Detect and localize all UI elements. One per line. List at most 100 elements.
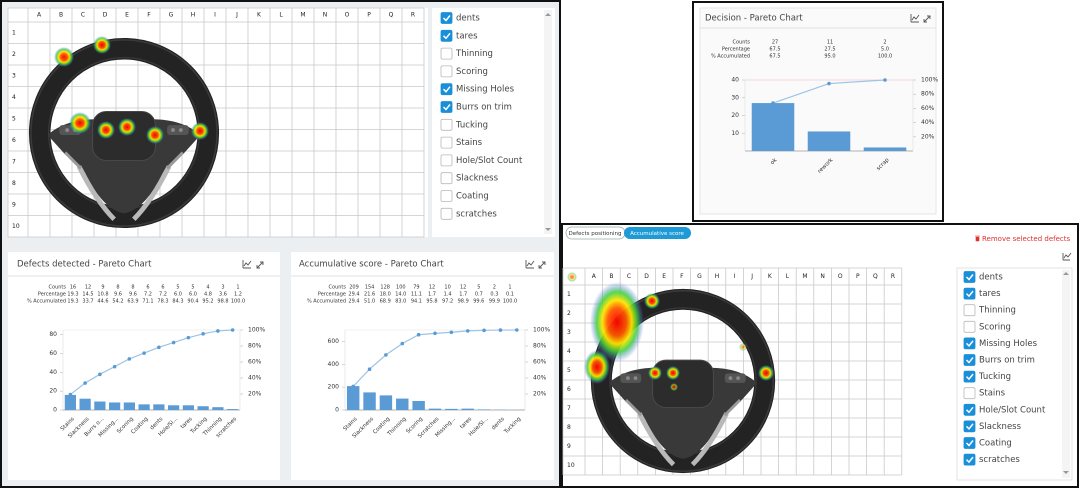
filter-label[interactable]: Scoring bbox=[979, 322, 1011, 332]
bar bbox=[212, 407, 224, 410]
tab-label[interactable]: Accumulative score bbox=[630, 231, 684, 237]
scrollbar[interactable] bbox=[1062, 270, 1070, 478]
chart-icon[interactable] bbox=[1062, 252, 1072, 261]
filter-label[interactable]: Slackness bbox=[979, 422, 1022, 432]
filter-label[interactable]: Hole/Slot Count bbox=[456, 156, 523, 166]
trash-icon[interactable] bbox=[975, 235, 980, 242]
table-cell: 154 bbox=[365, 285, 375, 291]
bar bbox=[64, 394, 76, 410]
y-tick-label: 10 bbox=[731, 130, 739, 137]
table-cell: 0.7 bbox=[475, 292, 483, 298]
table-header: Percentage bbox=[722, 47, 750, 53]
bar bbox=[168, 405, 180, 410]
table-cell: 90.4 bbox=[187, 299, 198, 305]
filter-label[interactable]: scratches bbox=[456, 209, 497, 219]
filter-label[interactable]: Coating bbox=[456, 192, 489, 202]
table-cell: 95.0 bbox=[824, 54, 835, 60]
checkbox[interactable] bbox=[963, 387, 976, 400]
checkbox-checked[interactable] bbox=[440, 29, 453, 42]
checkbox[interactable] bbox=[963, 320, 976, 333]
chart-icons[interactable] bbox=[242, 260, 546, 269]
filter-label[interactable]: tares bbox=[979, 289, 1001, 299]
filter-label[interactable]: Slackness bbox=[456, 174, 499, 184]
checkbox-checked[interactable] bbox=[963, 403, 976, 416]
filter-label[interactable]: Missing Holes bbox=[456, 85, 515, 95]
remove-button[interactable]: Remove selected defects bbox=[982, 235, 1071, 243]
filter-label[interactable]: Scoring bbox=[456, 67, 488, 77]
table-cell: 14.0 bbox=[395, 292, 406, 298]
column-label: E bbox=[125, 12, 129, 19]
filter-label[interactable]: scratches bbox=[979, 455, 1020, 465]
table-cell: 4.8 bbox=[204, 292, 212, 298]
table-cell: 14.5 bbox=[82, 292, 93, 298]
bar bbox=[445, 408, 458, 410]
checkbox-checked[interactable] bbox=[963, 437, 976, 449]
scrollbar[interactable] bbox=[544, 10, 552, 234]
bar bbox=[379, 395, 393, 410]
filter-label[interactable]: Tucking bbox=[455, 120, 488, 130]
filter-label[interactable]: Stains bbox=[979, 389, 1006, 399]
chart-icons[interactable] bbox=[910, 14, 931, 23]
checkbox[interactable] bbox=[440, 47, 453, 60]
checkbox-checked[interactable] bbox=[440, 83, 453, 96]
filter-label[interactable]: Thinning bbox=[455, 49, 493, 59]
y2-tick-label: 20% bbox=[921, 133, 935, 140]
filter-label[interactable]: dents bbox=[979, 273, 1003, 283]
y-tick-label: 200 bbox=[328, 384, 340, 391]
checkbox[interactable] bbox=[440, 172, 453, 185]
checkbox-checked[interactable] bbox=[963, 420, 976, 433]
checkbox[interactable] bbox=[440, 154, 453, 167]
checkbox-checked[interactable] bbox=[963, 370, 976, 383]
table-cell: 16 bbox=[70, 285, 76, 291]
filter-label[interactable]: tares bbox=[456, 31, 478, 41]
column-label: P bbox=[856, 273, 860, 280]
table-cell: 63.9 bbox=[127, 299, 138, 305]
column-label: A bbox=[37, 12, 42, 19]
checkbox-checked[interactable] bbox=[963, 271, 976, 283]
checkbox-checked[interactable] bbox=[440, 101, 453, 113]
line-point bbox=[230, 328, 235, 332]
checkbox[interactable] bbox=[440, 118, 453, 131]
table-cell: 19.3 bbox=[67, 299, 78, 305]
table-cell: 0.1 bbox=[506, 292, 514, 298]
checkbox-checked[interactable] bbox=[963, 354, 976, 366]
filter-label[interactable]: Thinning bbox=[978, 306, 1016, 316]
bar bbox=[79, 398, 91, 410]
checkbox[interactable] bbox=[440, 207, 453, 220]
table-cell: 4 bbox=[206, 285, 209, 291]
filter-label[interactable]: Burrs on trim bbox=[456, 103, 512, 113]
table-cell: 33.7 bbox=[82, 299, 93, 305]
checkbox[interactable] bbox=[440, 190, 453, 202]
tab-label[interactable]: Defects positioning bbox=[568, 231, 621, 237]
bar bbox=[123, 402, 135, 410]
filter-label[interactable]: Stains bbox=[456, 138, 483, 148]
row-label: 6 bbox=[12, 137, 16, 144]
column-label: H bbox=[715, 273, 720, 280]
checkbox-checked[interactable] bbox=[963, 453, 976, 466]
filter-label[interactable]: Coating bbox=[979, 439, 1012, 449]
table-cell: 1.4 bbox=[444, 292, 452, 298]
row-label: 6 bbox=[567, 386, 571, 393]
checkbox-checked[interactable] bbox=[963, 337, 976, 350]
checkbox[interactable] bbox=[440, 136, 453, 149]
bar bbox=[109, 402, 121, 410]
line-point bbox=[142, 351, 146, 355]
table-cell: 12 bbox=[429, 285, 435, 291]
check-mark bbox=[442, 86, 451, 93]
table-header: Counts bbox=[329, 285, 347, 291]
filter-label[interactable]: Burrs on trim bbox=[979, 356, 1035, 366]
filter-label[interactable]: dents bbox=[456, 14, 480, 24]
table-cell: 100.0 bbox=[231, 299, 245, 305]
filter-label[interactable]: Tucking bbox=[978, 372, 1011, 382]
y2-tick-label: 80% bbox=[921, 91, 935, 98]
y2-tick-label: 100% bbox=[533, 327, 550, 334]
filter-label[interactable]: Missing Holes bbox=[979, 339, 1038, 349]
table-cell: 8 bbox=[116, 285, 119, 291]
checkbox-checked[interactable] bbox=[963, 287, 976, 300]
tab-active[interactable] bbox=[624, 227, 691, 239]
checkbox[interactable] bbox=[440, 65, 453, 78]
checkbox[interactable] bbox=[963, 304, 976, 317]
filter-label[interactable]: Hole/Slot Count bbox=[979, 405, 1046, 415]
checkbox-checked[interactable] bbox=[440, 12, 453, 24]
